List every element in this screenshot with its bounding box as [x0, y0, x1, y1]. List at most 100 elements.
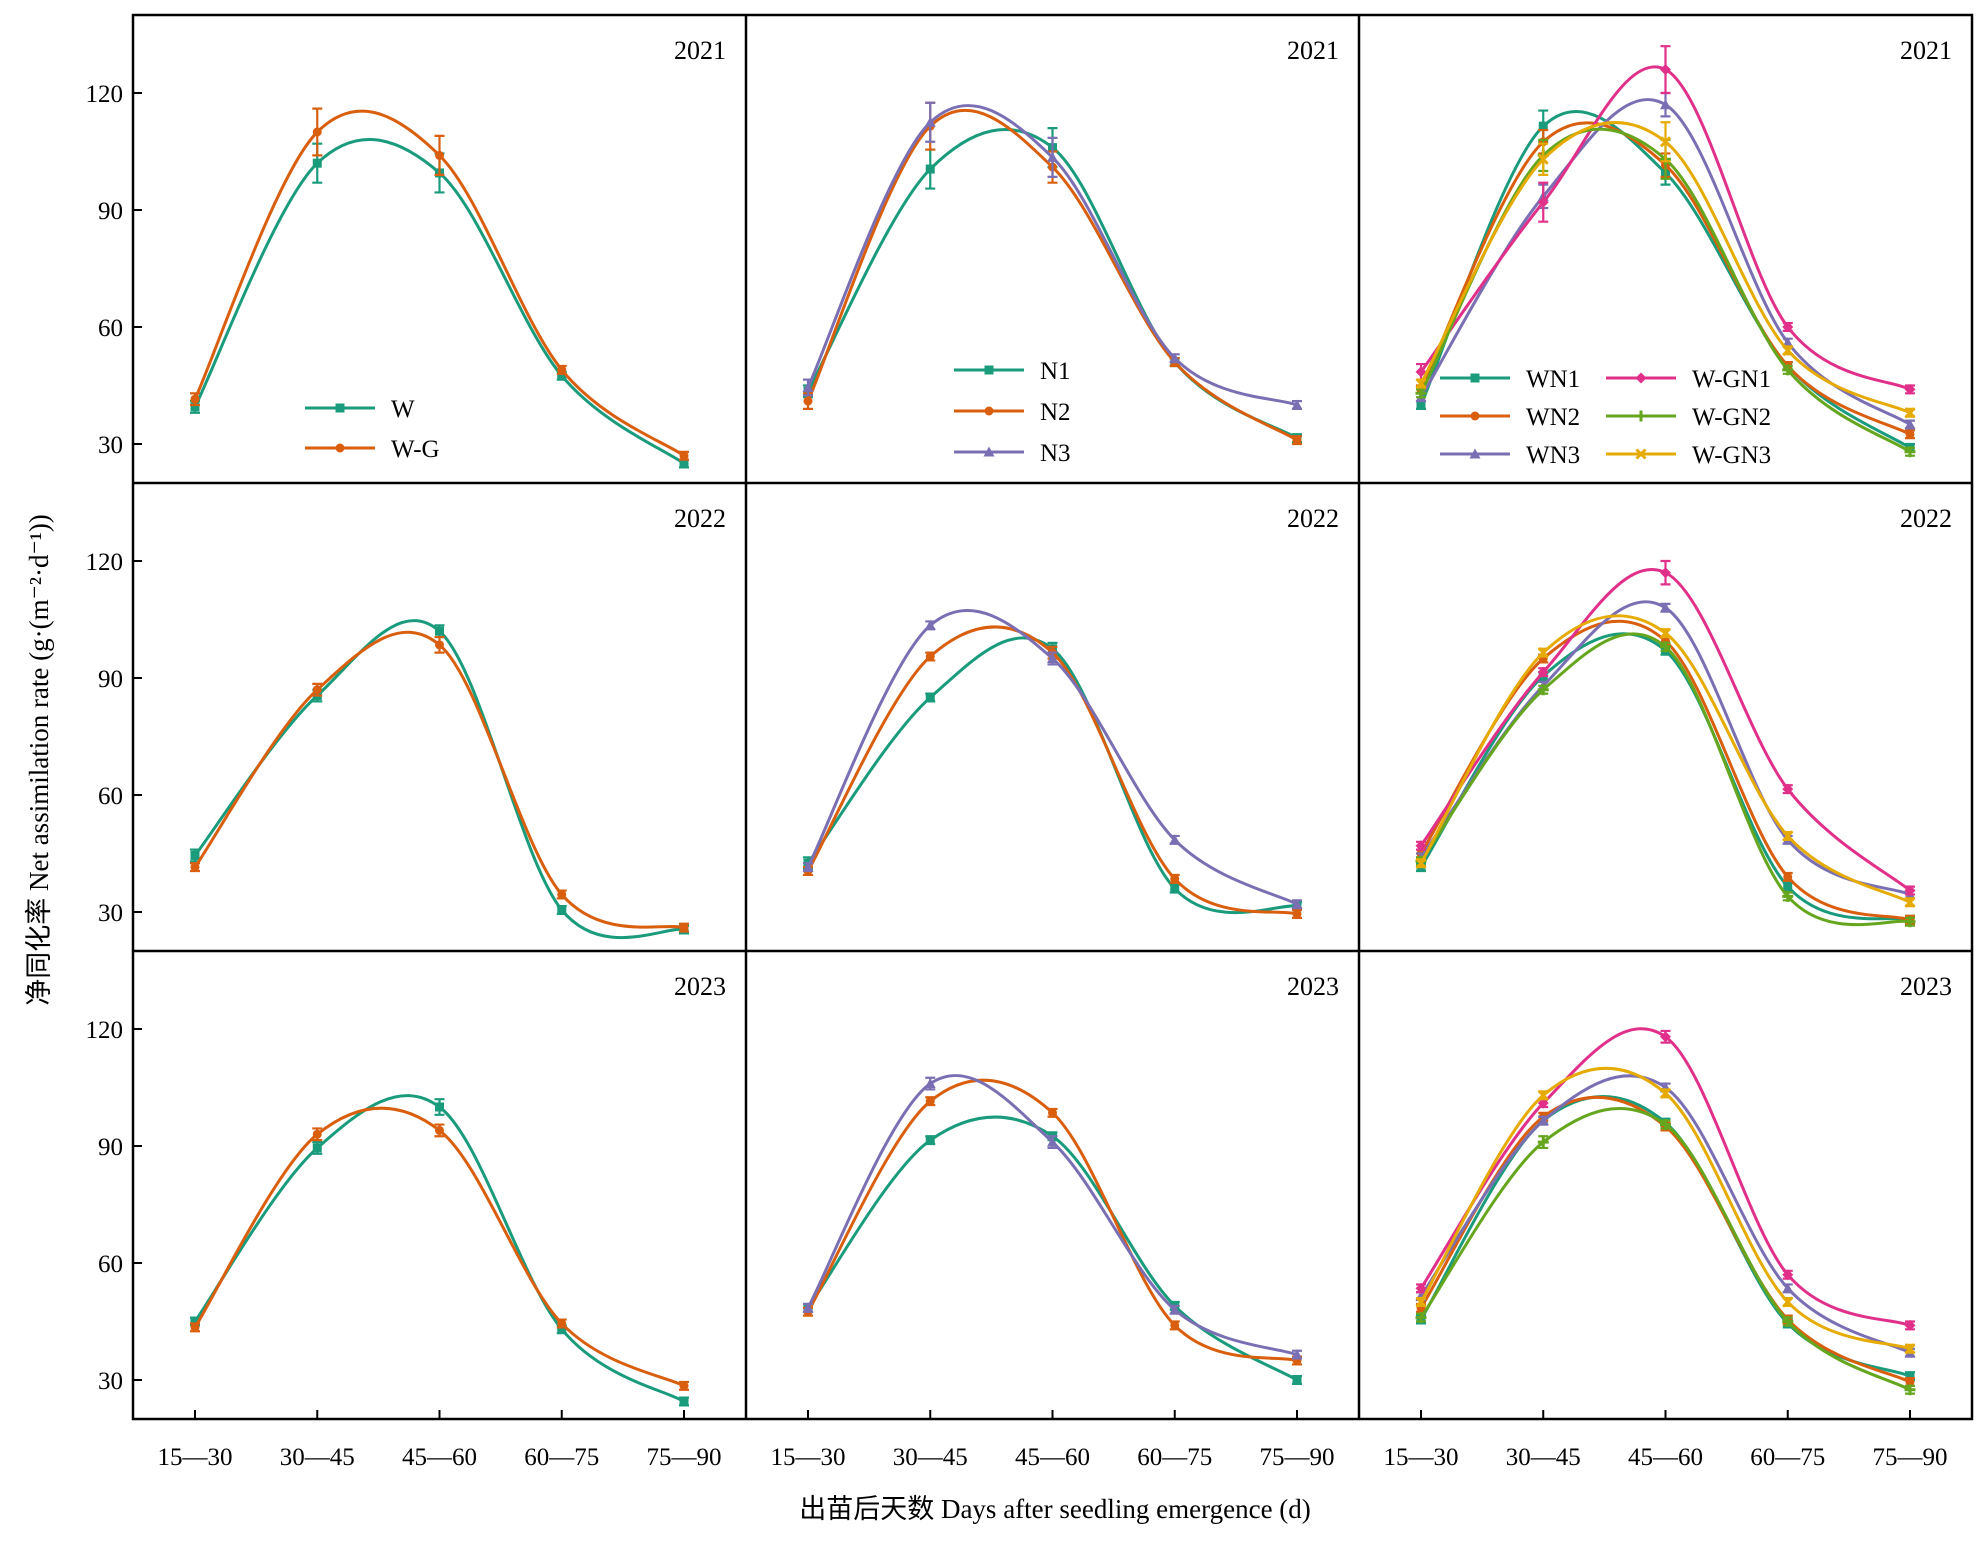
data-point — [1904, 407, 1916, 419]
data-point — [435, 640, 444, 650]
data-point — [557, 1324, 567, 1334]
data-point — [802, 1302, 814, 1313]
data-point — [1537, 647, 1549, 659]
data-point — [1170, 1320, 1180, 1330]
x-tick-label: 30—45 — [280, 1444, 355, 1471]
data-point — [1292, 909, 1302, 919]
data-point — [1415, 377, 1427, 390]
legend-label: W-GN3 — [1692, 442, 1771, 469]
data-point — [1537, 666, 1549, 678]
panel-9: 2023 — [1415, 972, 1952, 1396]
data-point — [1537, 1115, 1549, 1126]
x-tick-label: 60—75 — [1750, 1444, 1825, 1471]
y-tick-label: 120 — [86, 549, 124, 576]
data-point — [1783, 882, 1793, 892]
legend-entry-n1: N1 — [954, 358, 1071, 385]
data-point — [435, 1102, 444, 1112]
data-point — [1905, 1371, 1915, 1381]
data-point — [435, 1125, 444, 1135]
x-tick-label: 15—30 — [158, 1444, 233, 1471]
series-n1 — [803, 636, 1302, 915]
legend-marker — [1470, 373, 1480, 383]
series-w-gn2 — [1415, 632, 1916, 928]
series-line — [1419, 614, 1911, 904]
data-point — [1537, 1136, 1549, 1148]
legend: W W-G — [305, 396, 440, 463]
data-point — [1904, 1319, 1916, 1331]
x-tick-label: 30—45 — [893, 1444, 968, 1471]
data-point — [1782, 783, 1794, 795]
data-point — [1537, 196, 1549, 208]
series-w-g — [190, 1106, 689, 1391]
data-point — [1291, 399, 1303, 410]
data-point — [312, 127, 322, 137]
legend-label: N2 — [1040, 399, 1071, 426]
data-point — [1904, 383, 1916, 395]
data-point — [1047, 1136, 1058, 1147]
data-point — [1292, 435, 1302, 445]
x-tick-label: 75—90 — [1260, 1444, 1335, 1471]
data-point — [190, 850, 200, 860]
x-tick-label: 45—60 — [402, 1444, 477, 1471]
data-point — [1659, 1087, 1672, 1099]
data-point — [1291, 898, 1303, 909]
legend-marker — [335, 443, 345, 453]
legend-label: WN1 — [1526, 366, 1580, 393]
series-line — [806, 1078, 1298, 1362]
legend-label: W — [391, 396, 415, 423]
data-point — [312, 158, 322, 168]
legend-label: W-G — [391, 436, 440, 463]
series-line — [806, 1115, 1298, 1382]
data-point — [1415, 857, 1427, 869]
data-point — [1904, 885, 1916, 897]
panel-year-label: 2021 — [1287, 36, 1339, 65]
series-w-gn3 — [1415, 1066, 1916, 1355]
data-point — [1047, 653, 1058, 663]
data-point — [1660, 641, 1671, 653]
data-point — [1904, 896, 1916, 908]
legend-marker — [984, 365, 994, 375]
data-point — [1170, 874, 1180, 884]
data-point — [1659, 627, 1672, 639]
legend: WN1 WN2 WN3 W-GN1 W-GN2 W-GN3 — [1440, 366, 1771, 469]
data-point — [190, 394, 200, 404]
panel-8: 2023 — [802, 972, 1339, 1385]
legend-marker — [1469, 448, 1481, 459]
x-tick-label: 60—75 — [1137, 1444, 1212, 1471]
x-axis-title: 出苗后天数 Days after seedling emergence (d) — [799, 1494, 1311, 1524]
legend-label: N1 — [1040, 358, 1071, 385]
data-point — [1537, 684, 1549, 696]
data-point — [557, 889, 567, 899]
series-w-g — [190, 630, 689, 933]
series-wn2 — [1416, 619, 1915, 925]
legend-entry-n3: N3 — [954, 440, 1071, 467]
data-point — [1660, 602, 1671, 613]
legend-label: W-GN2 — [1692, 404, 1771, 431]
data-point — [1415, 366, 1427, 378]
legend-entry-w: W — [305, 396, 415, 423]
data-point — [679, 923, 689, 933]
data-point — [1782, 1296, 1794, 1308]
series-line — [806, 608, 1298, 906]
data-point — [925, 164, 935, 174]
legend-entry-wn2: WN2 — [1440, 404, 1580, 431]
legend: N1 N2 N3 — [954, 358, 1071, 467]
legend-entry-w-gn2: W-GN2 — [1606, 404, 1771, 431]
data-point — [1660, 99, 1671, 110]
data-point — [1782, 364, 1794, 376]
data-point — [1415, 1312, 1427, 1324]
data-point — [925, 693, 935, 702]
legend-marker — [1635, 410, 1647, 422]
data-point — [190, 1317, 200, 1326]
data-point — [1782, 344, 1794, 356]
panel-3: 2021 WN1 WN2 WN3 W-GN1 W-GN2 W-GN3 — [1415, 36, 1952, 469]
data-point — [190, 402, 200, 412]
panel-year-label: 2022 — [674, 504, 726, 533]
series-w-gn1 — [1415, 559, 1916, 897]
series-n2 — [803, 1078, 1302, 1366]
data-point — [557, 1318, 567, 1328]
series-w — [190, 138, 689, 469]
y-tick-label: 90 — [98, 666, 123, 693]
series-w-gn2 — [1415, 1106, 1916, 1396]
series-line — [806, 108, 1298, 442]
